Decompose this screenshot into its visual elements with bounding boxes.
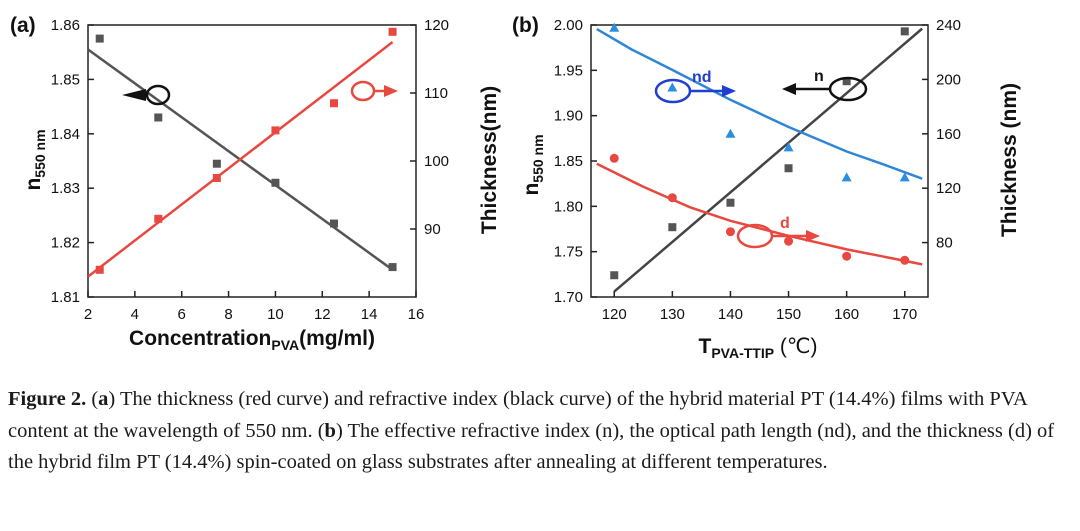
panel-a-thickness-point xyxy=(154,214,163,223)
panel-b-ytick-label: 1.75 xyxy=(554,244,583,261)
panel-b-y2tick-label: 80 xyxy=(936,235,953,252)
panel-a-xtick-label: 10 xyxy=(267,306,284,323)
panel-a-refractive-index-point xyxy=(154,113,163,122)
panel-b-ytick-label: 1.85 xyxy=(554,153,583,170)
panel-a-y2tick-label: 100 xyxy=(424,153,449,170)
panel-b-xtick-label: 160 xyxy=(834,306,859,323)
panel-a-ytick-label: 1.83 xyxy=(51,180,80,197)
panel-b-ytick-label: 1.80 xyxy=(554,198,583,215)
caption-label: Figure 2. xyxy=(8,388,87,410)
panel-b-n-point xyxy=(842,77,851,86)
figure-caption: Figure 2. (a) The thickness (red curve) … xyxy=(8,388,1055,474)
panel-a-refractive-index-point xyxy=(271,178,280,187)
panel-b-n-point xyxy=(610,271,619,280)
panel-a-refractive-index-point xyxy=(212,159,221,168)
panel-b-ylabel: n550 nm xyxy=(520,134,546,195)
panel-b-chart: 120 130 140 150 160 170 1.70 1.75 1.80 1.85 1.90 1.… xyxy=(520,17,1021,361)
nd-label: nd xyxy=(692,69,712,86)
panel-b-d-point xyxy=(609,153,619,163)
caption-a-text: The thickness (red curve) and refractive… xyxy=(8,388,1027,442)
panel-a-y2tick-label: 90 xyxy=(424,221,441,238)
panel-b-d-annotation: d xyxy=(736,215,820,249)
panel-b-nd-point xyxy=(667,82,678,92)
panel-a-xtick-label: 14 xyxy=(361,306,378,323)
panel-a-ytick-label: 1.81 xyxy=(51,289,80,306)
panel-b-n-point xyxy=(668,223,677,232)
panel-b-n-annotation: n xyxy=(782,68,868,102)
panel-a-ytick-label: 1.82 xyxy=(51,235,80,252)
panel-a-xtick-label: 2 xyxy=(84,306,92,323)
panel-a-xtick-label: 6 xyxy=(178,306,186,323)
panel-a-ytick-label: 1.85 xyxy=(51,71,80,88)
panel-b-y2tick-label: 240 xyxy=(936,17,961,34)
panel-b-label: (b) xyxy=(512,14,539,37)
figure-canvas: (a) (b) 2 4 6 8 10 12 14 16 1.81 1.82 1.83 1.84 1.85… xyxy=(10,14,1021,361)
panel-a-thickness-point xyxy=(95,265,104,274)
panel-b-ytick-label: 2.00 xyxy=(554,17,583,34)
caption-a-tag: a xyxy=(98,388,109,410)
panel-b-nd-point xyxy=(783,142,794,152)
panel-b-d-point xyxy=(667,193,677,203)
panel-b-d-point xyxy=(900,255,910,265)
panel-b-n-point xyxy=(784,164,793,173)
panel-b-nd-point xyxy=(609,22,620,32)
panel-b-xlabel: TPVA-TTIP (℃) xyxy=(699,335,818,361)
panel-a-chart: 2 4 6 8 10 12 14 16 1.81 1.82 1.83 1.84 1.85 1.86 90 10… xyxy=(22,17,501,353)
panel-b-y2tick-label: 160 xyxy=(936,126,961,143)
panel-b-n-point xyxy=(726,198,735,207)
panel-a-frame xyxy=(87,24,417,298)
panel-a-xtick-label: 12 xyxy=(314,306,331,323)
panel-a-y2label: Thickness(nm) xyxy=(478,86,501,234)
n-label: n xyxy=(814,68,824,85)
panel-b-d-point xyxy=(725,227,735,237)
panel-b-y2tick-label: 200 xyxy=(936,71,961,88)
panel-b-nd-annotation: nd xyxy=(654,69,736,104)
panel-a-y2tick-label: 110 xyxy=(424,85,448,102)
panel-a-refractive-index-point xyxy=(330,219,338,228)
panel-b-xtick-label: 170 xyxy=(892,306,917,323)
panel-a-thickness-annotation xyxy=(350,80,398,102)
panel-b-xtick-label: 120 xyxy=(602,306,627,323)
panel-a-refractive-index-point xyxy=(388,263,397,272)
panel-b-d-point xyxy=(842,251,852,261)
panel-a-thickness-point xyxy=(271,126,280,135)
panel-b-d-fit-curve xyxy=(596,162,923,266)
panel-b-y2tick-label: 120 xyxy=(936,180,961,197)
panel-a-thickness-fit-line xyxy=(87,41,394,278)
panel-a-n-annotation xyxy=(122,84,171,106)
panel-a-y2tick-label: 120 xyxy=(424,17,449,34)
panel-b-n-fit-line xyxy=(613,27,924,293)
panel-b-y2label: Thickness (nm) xyxy=(998,83,1021,237)
panel-b-n-point xyxy=(900,27,909,36)
panel-b-ytick-label: 1.95 xyxy=(554,62,583,79)
panel-a-ylabel: n550 nm xyxy=(22,129,48,190)
panel-a-thickness-point xyxy=(388,27,397,36)
caption-b-tag: b xyxy=(324,419,336,442)
panel-b-nd-point xyxy=(725,128,736,138)
panel-b-ytick-label: 1.70 xyxy=(554,289,583,306)
panel-a-label: (a) xyxy=(10,14,36,37)
panel-a-xtick-label: 8 xyxy=(224,306,232,323)
panel-a-thickness-point xyxy=(330,99,338,108)
panel-b-nd-point xyxy=(841,172,852,182)
panel-a-xlabel: ConcentrationPVA(mg/ml) xyxy=(129,327,375,353)
panel-a-ytick-label: 1.86 xyxy=(51,17,80,34)
panel-b-d-point xyxy=(784,236,794,246)
panel-a-refractive-index-point xyxy=(95,34,104,43)
panel-b-xtick-label: 130 xyxy=(660,306,685,323)
panel-b-nd-fit-curve xyxy=(596,28,923,180)
panel-b-xtick-label: 140 xyxy=(718,306,743,323)
panel-a-xtick-label: 16 xyxy=(408,306,425,323)
panel-a-xtick-label: 4 xyxy=(131,306,139,323)
caption-b-text: The effective refractive index (n), the … xyxy=(8,419,1055,474)
panel-a-thickness-point xyxy=(212,174,221,182)
panel-b-nd-point xyxy=(899,172,910,182)
panel-b-ytick-label: 1.90 xyxy=(554,108,583,125)
panel-a-ytick-label: 1.84 xyxy=(51,126,80,143)
d-label: d xyxy=(780,215,790,232)
panel-b-xtick-label: 150 xyxy=(776,306,801,323)
